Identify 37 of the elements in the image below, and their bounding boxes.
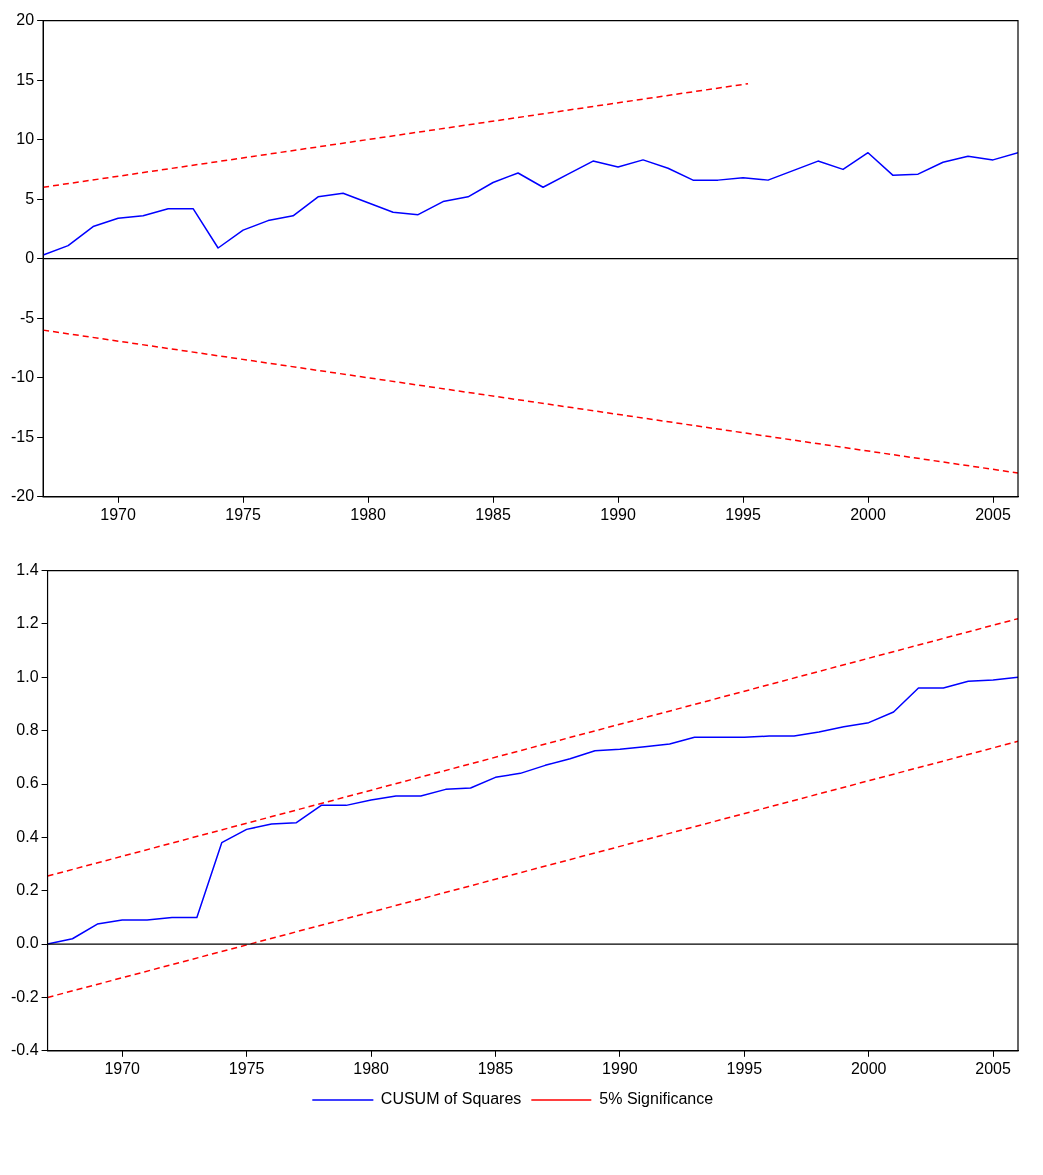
x-tick-label: 1975	[225, 505, 261, 523]
y-tick-label: 0.0	[16, 934, 39, 952]
x-tick-label: 1970	[104, 1059, 141, 1077]
x-tick-label: 1975	[228, 1059, 265, 1077]
x-tick-label: 1990	[602, 1059, 638, 1077]
y-tick-label: 1.4	[16, 561, 39, 579]
x-tick-label: 1985	[477, 1059, 514, 1077]
y-tick-label: 10	[16, 130, 35, 148]
x-tick-label: 1995	[726, 1059, 763, 1077]
x-tick-label: 1970	[100, 505, 137, 523]
x-tick-label: 2005	[975, 1059, 1012, 1077]
y-tick-label: 5	[25, 189, 35, 207]
x-tick-label: 2000	[850, 1059, 887, 1077]
x-tick-label: 1985	[475, 505, 511, 523]
y-tick-label: 1.0	[16, 667, 39, 685]
y-tick-label: -15	[11, 427, 35, 445]
y-tick-label: -10	[11, 368, 35, 386]
x-tick-label: 1980	[353, 1059, 389, 1077]
y-tick-label: -20	[11, 487, 35, 505]
y-tick-label: 0.4	[16, 827, 39, 845]
y-tick-label: 20	[16, 11, 35, 29]
y-tick-label: -5	[19, 308, 35, 326]
y-tick-label: 0.2	[16, 881, 39, 899]
x-tick-label: 2000	[850, 505, 886, 523]
y-tick-label: -0.2	[10, 987, 39, 1005]
x-tick-label: 1995	[725, 505, 761, 523]
x-tick-label: 1980	[350, 505, 386, 523]
y-tick-label: 0	[25, 249, 35, 267]
y-tick-label: 15	[16, 70, 35, 88]
x-tick-label: 1990	[600, 505, 636, 523]
y-tick-label: 0.8	[16, 721, 39, 739]
y-tick-label: -0.4	[10, 1041, 39, 1059]
y-tick-label: 0.6	[16, 774, 39, 792]
legend-label: CUSUM of Squares	[380, 1090, 522, 1108]
x-tick-label: 2005	[975, 505, 1011, 523]
y-tick-label: 1.2	[16, 614, 39, 632]
legend-label: 5% Significance	[599, 1090, 714, 1108]
